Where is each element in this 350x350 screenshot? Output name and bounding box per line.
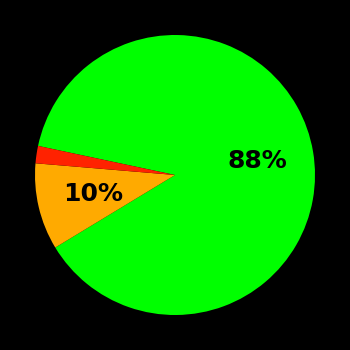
Wedge shape [38, 35, 315, 315]
Wedge shape [35, 163, 175, 247]
Wedge shape [35, 146, 175, 175]
Text: 10%: 10% [63, 182, 123, 206]
Text: 88%: 88% [228, 149, 288, 173]
